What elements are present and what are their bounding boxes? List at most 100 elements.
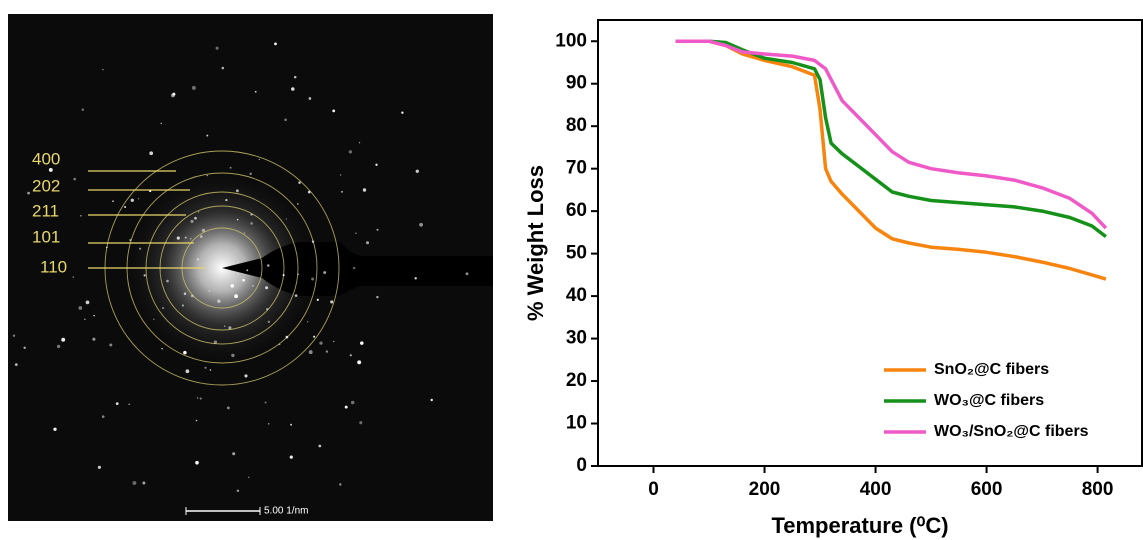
x-tick-label: 800 (1082, 479, 1114, 500)
spot (84, 318, 86, 320)
spot (115, 402, 119, 406)
spot (194, 216, 197, 220)
spot (250, 222, 253, 225)
spot (376, 228, 379, 231)
spot (293, 75, 297, 79)
spot (106, 246, 108, 249)
spot (166, 279, 169, 283)
y-axis-label: % Weight Loss (523, 165, 548, 321)
x-tick-label: 400 (860, 479, 892, 500)
spot (278, 343, 281, 346)
spot (149, 151, 154, 156)
spot (109, 343, 113, 347)
spot (190, 294, 194, 298)
spot (231, 353, 235, 358)
spot (206, 174, 208, 177)
spot (267, 320, 271, 324)
spot (93, 314, 95, 317)
spot (313, 335, 316, 338)
spot (323, 271, 327, 274)
spot (225, 199, 228, 202)
spot (142, 481, 146, 485)
spot (227, 406, 230, 410)
spot (161, 347, 163, 350)
chart: 0 10 20 30 40 50 60 70 80 90 100 0 200 400 600 800 Tempe… (523, 19, 1143, 538)
spot (217, 299, 221, 303)
scale-bar-label: 5.00 1/nm (264, 506, 308, 517)
spot (339, 174, 342, 176)
spot (291, 87, 295, 91)
legend-label: WO₃@C fibers (934, 392, 1044, 409)
spot (258, 158, 261, 161)
spot (206, 134, 209, 137)
spot (73, 177, 76, 181)
spot (282, 274, 285, 277)
spot (332, 109, 336, 113)
spot (319, 341, 323, 345)
spot (352, 266, 356, 270)
spot (246, 269, 249, 272)
spot (308, 97, 312, 100)
spot (339, 483, 342, 486)
spot (139, 247, 142, 250)
spot (183, 350, 187, 355)
spot (143, 274, 146, 277)
beam-stop (222, 242, 493, 296)
spot (264, 401, 267, 404)
spot (189, 237, 192, 240)
spot (228, 326, 232, 330)
spot (430, 398, 433, 402)
spot (252, 284, 254, 287)
spot (53, 427, 57, 431)
spot (415, 169, 419, 173)
spot (311, 240, 315, 243)
spot (229, 166, 232, 169)
spot (208, 290, 210, 292)
spot (176, 236, 180, 240)
spot (308, 350, 313, 355)
spot (181, 304, 184, 307)
spot (183, 292, 187, 295)
spot (195, 419, 198, 422)
spot (92, 337, 96, 341)
spot (112, 200, 114, 202)
spot (350, 400, 355, 405)
spot (344, 405, 348, 409)
spot (325, 350, 329, 353)
spot (184, 236, 187, 239)
spot (101, 415, 105, 418)
spot (284, 118, 287, 122)
spot (23, 346, 26, 350)
y-tick-label: 90 (566, 73, 587, 94)
spot (215, 46, 219, 50)
spot (129, 239, 132, 241)
spot (243, 232, 246, 234)
spot (161, 306, 165, 310)
spot (298, 181, 301, 184)
spot (236, 489, 240, 493)
y-tick-label: 20 (566, 370, 587, 391)
spot (355, 232, 357, 234)
y-tick-label: 0 (576, 455, 587, 476)
spot (232, 452, 236, 456)
spot (102, 68, 104, 71)
spot (294, 294, 298, 297)
spot (185, 369, 190, 374)
spot (306, 321, 309, 323)
spot (195, 460, 199, 465)
spot (297, 273, 299, 276)
spot (204, 366, 207, 369)
spot (333, 340, 335, 343)
diffraction-image: 400 202 211 101 110 5.00 1/nm (8, 14, 493, 521)
spot (307, 190, 311, 194)
spot (230, 284, 235, 288)
ring-label: 211 (32, 201, 59, 220)
spot (365, 241, 370, 245)
spot (249, 172, 252, 175)
spot (85, 300, 90, 305)
y-tick-label: 80 (566, 115, 587, 136)
spot (72, 276, 75, 278)
spot (160, 122, 162, 125)
spot (265, 286, 269, 290)
spot (27, 191, 30, 195)
